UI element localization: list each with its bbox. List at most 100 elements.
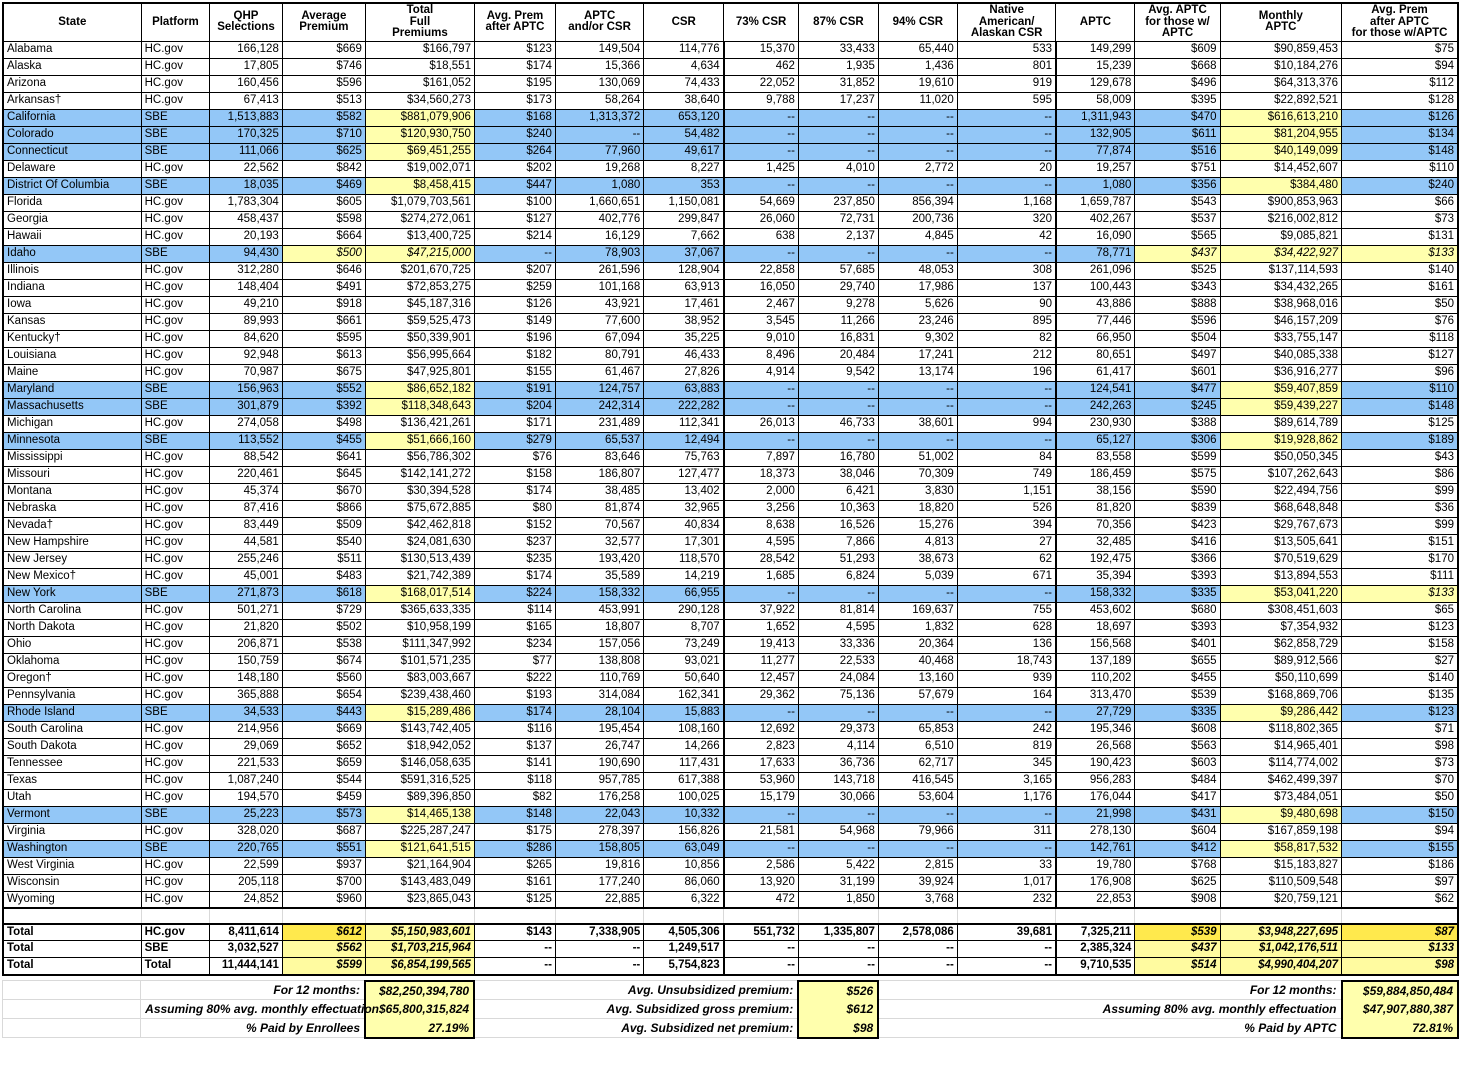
cell-avg-prem-after-aptc-for-those-with-aptc[interactable]: $127 — [1341, 346, 1459, 365]
col-header-avg-prem-after-aptc-for-those-with-aptc[interactable]: Avg. Prem after APTC for those w/APTC — [1341, 2, 1459, 42]
cell-avg-prem-after-aptc[interactable]: $214 — [473, 227, 556, 246]
cell-csr-87[interactable]: 16,526 — [797, 516, 879, 535]
cell-aptc-andor-csr[interactable]: 58,264 — [554, 91, 645, 110]
cell-avg-prem-after-aptc-for-those-with-aptc[interactable]: $73 — [1341, 754, 1459, 773]
cell-csr-94[interactable]: 169,637 — [877, 601, 958, 620]
cell-csr[interactable]: 93,021 — [643, 652, 725, 671]
cell-total-full-premiums[interactable]: $13,400,725 — [364, 227, 475, 246]
cell-avg-prem-after-aptc-for-those-with-aptc[interactable]: $148 — [1341, 397, 1459, 416]
cell-avg-aptc-for-those-with-aptc[interactable]: $590 — [1134, 482, 1221, 501]
cell-monthly-aptc[interactable]: $70,519,629 — [1219, 550, 1343, 569]
cell-aptc[interactable]: 1,080 — [1054, 176, 1136, 195]
cell-total-full-premiums[interactable]: $1,079,703,561 — [364, 193, 475, 212]
cell-total-full-premiums[interactable]: $21,742,389 — [364, 567, 475, 586]
cell-csr[interactable]: 66,955 — [643, 584, 725, 603]
cell-avg-aptc-for-those-with-aptc[interactable]: $388 — [1134, 414, 1221, 433]
cell-platform[interactable]: HC.gov — [140, 669, 211, 688]
cell-csr-94[interactable]: 51,002 — [877, 448, 958, 467]
cell-avg-prem-after-aptc-for-those-with-aptc[interactable]: $123 — [1341, 618, 1459, 637]
cell-platform[interactable]: HC.gov — [140, 754, 211, 773]
cell-csr-73[interactable]: -- — [722, 142, 799, 161]
cell-avg-prem-after-aptc-for-those-with-aptc[interactable]: $112 — [1341, 74, 1459, 93]
cell-csr[interactable]: 38,952 — [643, 312, 725, 331]
cell-avg-prem-after-aptc[interactable]: $161 — [473, 873, 556, 892]
cell-native-american-csr[interactable]: 20 — [956, 159, 1057, 178]
cell-csr-94[interactable]: 19,610 — [877, 74, 958, 93]
cell-avg-aptc-for-those-with-aptc[interactable]: $537 — [1134, 210, 1221, 229]
cell-qhp-selections[interactable]: 301,879 — [209, 397, 283, 416]
table-row[interactable]: Connecticut SBE 111,066 $625 $69,451,255 $264… — [2, 142, 1459, 161]
table-row[interactable]: West Virginia HC.gov 22,599 $937 $21,164,904… — [2, 856, 1459, 875]
cell-average-premium[interactable]: $595 — [281, 329, 366, 348]
cell-aptc[interactable]: 192,475 — [1054, 550, 1136, 569]
cell-platform[interactable]: HC.gov — [140, 856, 211, 875]
cell-qhp-selections[interactable]: 83,449 — [209, 516, 283, 535]
cell-native-american-csr[interactable]: 232 — [956, 890, 1057, 909]
cell-csr-87[interactable]: 17,237 — [797, 91, 879, 110]
cell-state[interactable]: New Hampshire — [2, 533, 142, 552]
cell-csr-87[interactable]: 31,852 — [797, 74, 879, 93]
cell-csr[interactable]: 38,640 — [643, 91, 725, 110]
cell-csr-94[interactable]: -- — [877, 839, 958, 858]
totals-cell-aptc-andor-csr[interactable]: -- — [554, 940, 645, 958]
cell-csr-73[interactable]: -- — [722, 839, 799, 858]
cell-aptc-andor-csr[interactable]: 402,776 — [554, 210, 645, 229]
cell-csr[interactable]: 15,883 — [643, 703, 725, 722]
cell-avg-aptc-for-those-with-aptc[interactable]: $417 — [1134, 788, 1221, 807]
cell-native-american-csr[interactable]: 62 — [956, 550, 1057, 569]
table-row[interactable]: South Dakota HC.gov 29,069 $652 $18,942,052 $… — [2, 737, 1459, 756]
cell-native-american-csr[interactable]: 90 — [956, 295, 1057, 314]
cell-total-full-premiums[interactable]: $121,641,515 — [364, 839, 475, 858]
cell-total-full-premiums[interactable]: $42,462,818 — [364, 516, 475, 535]
cell-csr[interactable]: 118,570 — [643, 550, 725, 569]
cell-aptc-andor-csr[interactable]: -- — [554, 125, 645, 144]
table-row[interactable]: Louisiana HC.gov 92,948 $613 $56,995,664 $182… — [2, 346, 1459, 365]
cell-monthly-aptc[interactable]: $616,613,210 — [1219, 108, 1343, 127]
cell-native-american-csr[interactable]: 628 — [956, 618, 1057, 637]
cell-state[interactable]: Wisconsin — [2, 873, 142, 892]
cell-aptc[interactable]: 176,044 — [1054, 788, 1136, 807]
cell-monthly-aptc[interactable]: $90,859,453 — [1219, 40, 1343, 59]
cell-platform[interactable]: HC.gov — [140, 890, 211, 909]
cell-csr[interactable]: 75,763 — [643, 448, 725, 467]
cell-avg-aptc-for-those-with-aptc[interactable]: $625 — [1134, 873, 1221, 892]
cell-avg-prem-after-aptc-for-those-with-aptc[interactable]: $134 — [1341, 125, 1459, 144]
cell-csr-87[interactable]: 51,293 — [797, 550, 879, 569]
cell-avg-prem-after-aptc[interactable]: $224 — [473, 584, 556, 603]
cell-csr-73[interactable]: 37,922 — [722, 601, 799, 620]
cell-avg-aptc-for-those-with-aptc[interactable]: $599 — [1134, 448, 1221, 467]
cell-csr-73[interactable]: 17,633 — [722, 754, 799, 773]
cell-avg-prem-after-aptc[interactable]: $171 — [473, 414, 556, 433]
cell-avg-prem-after-aptc-for-those-with-aptc[interactable]: $76 — [1341, 312, 1459, 331]
cell-qhp-selections[interactable]: 70,987 — [209, 363, 283, 382]
cell-total-full-premiums[interactable]: $274,272,061 — [364, 210, 475, 229]
cell-state[interactable]: Utah — [2, 788, 142, 807]
cell-platform[interactable]: HC.gov — [140, 533, 211, 552]
cell-avg-prem-after-aptc-for-those-with-aptc[interactable]: $123 — [1341, 703, 1459, 722]
cell-avg-prem-after-aptc[interactable]: $265 — [473, 856, 556, 875]
cell-total-full-premiums[interactable]: $8,458,415 — [364, 176, 475, 195]
cell-aptc[interactable]: 149,299 — [1054, 40, 1136, 59]
cell-avg-aptc-for-those-with-aptc[interactable]: $455 — [1134, 669, 1221, 688]
cell-avg-aptc-for-those-with-aptc[interactable]: $888 — [1134, 295, 1221, 314]
cell-avg-prem-after-aptc-for-those-with-aptc[interactable]: $240 — [1341, 176, 1459, 195]
cell-native-american-csr[interactable]: 308 — [956, 261, 1057, 280]
cell-avg-prem-after-aptc[interactable]: $141 — [473, 754, 556, 773]
cell-csr[interactable]: 128,904 — [643, 261, 725, 280]
table-row[interactable]: Maryland SBE 156,963 $552 $86,652,182 $191 124… — [2, 380, 1459, 399]
cell-aptc-andor-csr[interactable]: 110,769 — [554, 669, 645, 688]
cell-state[interactable]: Florida — [2, 193, 142, 212]
cell-csr-87[interactable]: 81,814 — [797, 601, 879, 620]
cell-aptc[interactable]: 129,678 — [1054, 74, 1136, 93]
cell-native-american-csr[interactable]: 1,017 — [956, 873, 1057, 892]
cell-total-full-premiums[interactable]: $136,421,261 — [364, 414, 475, 433]
footer-middle-value[interactable]: $98 — [797, 1018, 880, 1039]
cell-monthly-aptc[interactable]: $59,407,859 — [1219, 380, 1343, 399]
totals-cell-aptc[interactable]: 7,325,211 — [1054, 922, 1136, 941]
cell-avg-prem-after-aptc[interactable]: $77 — [473, 652, 556, 671]
cell-csr-73[interactable]: 12,457 — [722, 669, 799, 688]
cell-aptc[interactable]: 230,930 — [1054, 414, 1136, 433]
cell-aptc[interactable]: 313,470 — [1054, 686, 1136, 705]
cell-monthly-aptc[interactable]: $40,149,099 — [1219, 142, 1343, 161]
table-row[interactable]: Wisconsin HC.gov 205,118 $700 $143,483,049 $1… — [2, 873, 1459, 892]
